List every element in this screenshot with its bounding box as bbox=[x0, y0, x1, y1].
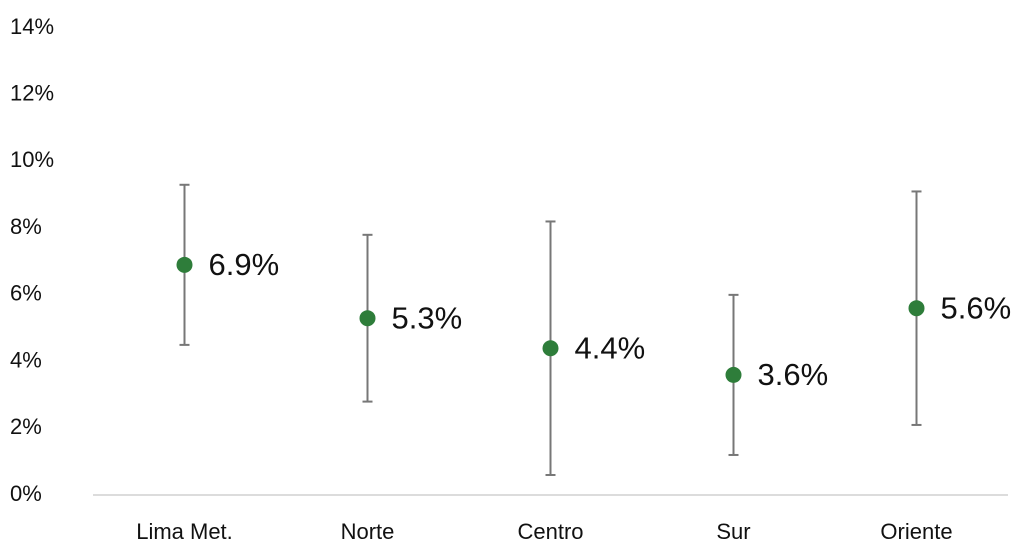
y-tick-label: 12% bbox=[10, 81, 54, 106]
x-tick-label: Lima Met. bbox=[136, 519, 233, 544]
value-label: 4.4% bbox=[575, 330, 646, 365]
y-tick-label: 6% bbox=[10, 281, 42, 306]
y-tick-label: 0% bbox=[10, 481, 42, 506]
x-tick-label: Centro bbox=[517, 519, 583, 544]
y-tick-label: 14% bbox=[10, 14, 54, 39]
point bbox=[176, 256, 193, 273]
y-tick-label: 10% bbox=[10, 147, 54, 172]
point bbox=[542, 340, 559, 357]
y-tick-label: 8% bbox=[10, 214, 42, 239]
value-label: 6.9% bbox=[209, 247, 280, 282]
point bbox=[725, 366, 742, 383]
y-tick-label: 4% bbox=[10, 347, 42, 372]
point bbox=[908, 300, 925, 317]
value-label: 5.3% bbox=[392, 300, 463, 335]
x-tick-label: Norte bbox=[341, 519, 395, 544]
x-tick-label: Oriente bbox=[880, 519, 952, 544]
value-label: 5.6% bbox=[941, 290, 1012, 325]
point bbox=[359, 310, 376, 327]
x-tick-label: Sur bbox=[716, 519, 750, 544]
y-tick-label: 2% bbox=[10, 414, 42, 439]
value-label: 3.6% bbox=[758, 357, 829, 392]
